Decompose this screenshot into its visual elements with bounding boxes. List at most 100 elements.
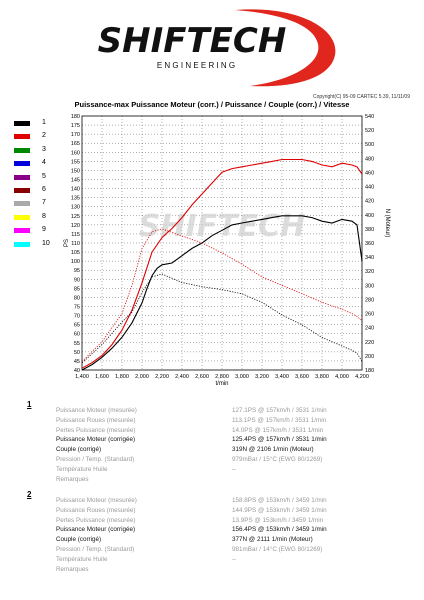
result-label: Remarques <box>56 475 89 483</box>
result-row: Température Huile -- <box>56 555 416 565</box>
result-group-number: 1 <box>27 400 32 409</box>
legend-item-7: 7 <box>14 198 64 208</box>
y-right-tick-label: 500 <box>365 142 374 148</box>
legend-label: 4 <box>42 159 46 167</box>
y-right-tick-label: 180 <box>365 368 374 374</box>
result-label: Couple (corrigé) <box>56 446 102 454</box>
result-value: 113.1PS @ 157km/h / 3531 1/min <box>232 416 327 424</box>
legend-label: 10 <box>42 239 50 247</box>
y-left-tick-label: 120 <box>71 223 80 229</box>
y-left-tick-label: 70 <box>74 314 80 320</box>
header: SHIFTECH E N G I N E E R I N G <box>0 0 424 92</box>
y-left-tick-label: 170 <box>71 132 80 138</box>
result-label: Pression / Temp. (Standard) <box>56 456 135 463</box>
y-left-tick-label: 115 <box>71 232 80 238</box>
x-axis-label: t/min <box>215 381 228 386</box>
y-right-tick-label: 460 <box>365 170 374 176</box>
series-power-1 <box>81 215 363 371</box>
y-left-axis-label: PS <box>64 239 70 247</box>
y-right-tick-label: 520 <box>365 128 374 134</box>
result-label: Couple (corrigé) <box>56 536 102 544</box>
y-left-tick-label: 160 <box>71 150 80 156</box>
legend-swatch <box>14 147 30 153</box>
result-row: Température Huile -- <box>56 465 416 475</box>
legend-swatch <box>14 121 30 126</box>
legend-swatch <box>14 134 30 140</box>
result-label: Puissance Roues (mesurée) <box>56 416 136 424</box>
legend-swatch <box>14 174 30 180</box>
result-row: Remarques <box>56 565 416 575</box>
result-row: Puissance Moteur (mesurée) 158.8PS @ 153k… <box>56 496 416 506</box>
copyright-text: Copyright(C) 95-09 CARTEC 5.39, 11/11/09 <box>313 94 410 100</box>
legend-item-4: 4 <box>14 158 64 168</box>
result-row: Puissance Moteur (corrigée) 125.4PS @ 157… <box>56 435 416 445</box>
result-label: Puissance Roues (mesurée) <box>56 506 136 514</box>
result-value: 156.4PS @ 153km/h / 3459 1/min <box>232 526 327 534</box>
y-left-tick-label: 110 <box>71 241 80 247</box>
x-tick-label: 4,200 <box>355 374 369 380</box>
legend-swatch <box>14 241 30 247</box>
y-left-tick-label: 55 <box>74 341 80 347</box>
legend-label: 3 <box>42 145 46 153</box>
x-tick-label: 3,200 <box>255 374 269 380</box>
x-tick-label: 2,000 <box>135 374 149 380</box>
y-left-tick-label: 155 <box>71 159 80 165</box>
brand-name: SHIFTECH <box>98 21 287 61</box>
result-row: Pression / Temp. (Standard) 979mBar / 15°… <box>56 455 416 465</box>
y-right-tick-label: 220 <box>365 340 374 346</box>
x-tick-label: 4,000 <box>335 374 349 380</box>
y-right-tick-label: 440 <box>365 185 374 191</box>
legend-swatch <box>14 228 30 234</box>
y-right-tick-label: 280 <box>365 297 374 303</box>
legend-label: 8 <box>42 212 46 220</box>
shiftech-logo: SHIFTECH E N G I N E E R I N G <box>98 9 336 87</box>
y-left-tick-label: 40 <box>74 368 80 374</box>
legend-label: 6 <box>42 186 46 193</box>
y-right-tick-label: 320 <box>365 269 374 275</box>
x-tick-label: 3,600 <box>295 374 309 380</box>
logo-swoosh <box>235 9 336 87</box>
x-tick-label: 3,400 <box>275 374 289 380</box>
y-right-axis-label: N (Moteur) <box>384 209 390 238</box>
y-left-tick-label: 175 <box>71 123 80 129</box>
x-tick-label: 3,800 <box>315 374 329 380</box>
y-right-tick-label: 340 <box>365 255 374 261</box>
result-label: Pertes Puissance (mesurée) <box>56 426 136 434</box>
result-row: Remarques <box>56 475 416 485</box>
result-row: Couple (corrigé) 319N @ 2106 1/min (Moteu… <box>56 445 416 455</box>
result-value: 127.1PS @ 157km/h / 3531 1/min <box>232 407 327 414</box>
legend-label: 5 <box>42 172 46 180</box>
result-value: 13.9PS @ 153km/h / 3459 1/min <box>232 516 324 524</box>
legend-swatch <box>14 201 30 207</box>
result-value: 158.8PS @ 153km/h / 3459 1/min <box>232 497 327 504</box>
y-right-tick-label: 400 <box>365 213 374 219</box>
y-left-tick-label: 135 <box>71 196 80 202</box>
y-left-tick-label: 180 <box>71 114 80 120</box>
y-left-tick-label: 145 <box>71 178 80 184</box>
y-left-tick-label: 60 <box>74 332 80 338</box>
chart-title: Puissance-max Puissance Moteur (corr.) /… <box>74 100 350 109</box>
result-value: 319N @ 2106 1/min (Moteur) <box>232 446 314 454</box>
result-row: Pertes Puissance (mesurée) 13.9PS @ 153km… <box>56 516 416 526</box>
y-left-tick-label: 125 <box>71 214 80 220</box>
chart-area: 1,400 1,600 1,800 2,000 2,200 2,400 2,600 2,800… <box>62 108 392 387</box>
y-right-tick-label: 360 <box>365 241 374 247</box>
result-row: Puissance Roues (mesurée) 113.1PS @ 157km… <box>56 416 416 426</box>
y-right-tick-label: 420 <box>365 199 374 205</box>
legend-item-6: 6 <box>14 185 64 195</box>
legend-swatch <box>14 161 30 167</box>
result-value: 377N @ 2111 1/min (Moteur) <box>232 536 313 544</box>
result-group-number: 2 <box>27 490 32 499</box>
legend-item-2: 2 <box>14 131 64 141</box>
legend-label: 2 <box>42 132 46 140</box>
y-left-tick-label: 95 <box>74 268 80 274</box>
y-left-tick-label: 80 <box>74 295 80 301</box>
x-tick-label: 3,000 <box>235 374 249 380</box>
result-label: Température Huile <box>56 465 108 473</box>
legend-label: 7 <box>42 199 46 207</box>
y-left-tick-label: 50 <box>74 350 80 356</box>
legend-label: 1 <box>42 119 46 126</box>
legend-item-10: 10 <box>14 239 64 249</box>
result-row: Puissance Moteur (mesurée) 127.1PS @ 157k… <box>56 406 416 416</box>
y-right-tick-label: 540 <box>365 114 374 120</box>
